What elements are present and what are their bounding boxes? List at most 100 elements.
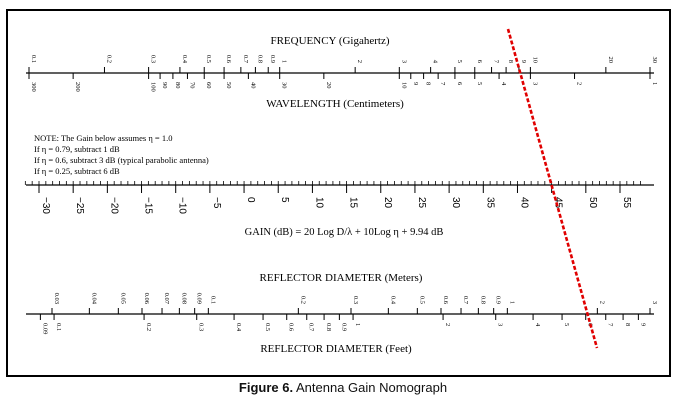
frequency-tick-label: 4 [432, 60, 439, 64]
diameter-meters-tick-label: 0.5 [418, 296, 425, 304]
wavelength-tick-label: 1 [651, 82, 658, 85]
gain-tick-label: 35 [484, 197, 495, 209]
note-line: If η = 0.25, subtract 6 dB [34, 166, 120, 176]
frequency-tick-label: 0.9 [269, 55, 276, 63]
example-line [506, 28, 599, 349]
frequency-tick-label: 0.6 [225, 55, 232, 64]
frequency-tick-label: 0.4 [181, 55, 188, 64]
diameter-meters-tick-label: 0.06 [143, 293, 150, 305]
frequency-tick-label: 0.8 [256, 55, 263, 63]
gain-tick-label: −15 [143, 197, 154, 214]
wavelength-tick-label: 6 [456, 82, 463, 86]
gain-tick-label: −25 [74, 197, 85, 214]
frequency-tick-label: 9 [520, 60, 527, 63]
wavelength-ticks: 300 200 100 90 80 70 60 50 40 30 20 10 9 8 7 6 5 4 3 2 1 [28, 73, 658, 92]
frequency-tick-label: 0.7 [242, 55, 249, 64]
diameter-meters-tick-label: 0.08 [180, 293, 187, 304]
diameter-feet-tick-label: 2 [444, 323, 451, 326]
diameter-meters-tick-label: 0.7 [462, 296, 469, 305]
diameter-meters-tick-label: 0.4 [389, 296, 396, 305]
diameter-feet-tick-label: 0.8 [325, 323, 332, 331]
antenna-gain-nomograph: FREQUENCY (Gigahertz) 0.1 0.2 0.3 0.4 0.5 0.6… [6, 9, 671, 377]
gain-tick-label: −10 [177, 197, 188, 214]
diameter-feet-title: REFLECTOR DIAMETER (Feet) [260, 343, 412, 355]
gain-note: NOTE: The Gain below assumes η = 1.0 If … [34, 133, 209, 176]
wavelength-scale-title: WAVELENGTH (Centimeters) [266, 98, 404, 110]
frequency-tick-label: 20 [607, 57, 614, 64]
wavelength-tick-label: 100 [150, 82, 157, 92]
diameter-meters-tick-label: 0.8 [479, 296, 486, 304]
gain-tick-label: 0 [245, 197, 256, 203]
gain-tick-label: 15 [348, 197, 359, 209]
frequency-tick-label: 30 [651, 57, 658, 64]
gain-tick-label: 45 [553, 197, 564, 209]
gain-tick-label: 40 [518, 197, 529, 209]
diameter-feet-tick-label: 4 [534, 323, 541, 327]
wavelength-tick-label: 7 [439, 82, 446, 86]
wavelength-tick-label: 4 [500, 82, 507, 86]
diameter-feet-tick-label: 0.4 [235, 323, 242, 332]
gain-tick-label: 20 [382, 197, 393, 209]
diameter-meters-tick-label: 0.09 [196, 293, 203, 304]
figure-caption-label: Figure 6. [238, 380, 294, 395]
diameter-feet-tick-label: 0.09 [41, 323, 48, 334]
diameter-meters-tick-label: 0.6 [442, 296, 449, 305]
diameter-meters-title: REFLECTOR DIAMETER (Meters) [260, 272, 423, 284]
diameter-meters-tick-label: 0.03 [53, 293, 60, 304]
frequency-tick-label: 0.5 [205, 55, 212, 63]
frequency-tick-label: 1 [281, 60, 288, 63]
wavelength-tick-label: 2 [576, 82, 583, 85]
note-line: NOTE: The Gain below assumes η = 1.0 [34, 133, 172, 143]
gain-formula: GAIN (dB) = 20 Log D/λ + 10Log η + 9.94 … [245, 227, 444, 238]
diameter-meters-tick-label: 0.04 [90, 293, 97, 305]
wavelength-tick-label: 8 [425, 82, 432, 85]
frequency-tick-label: 3 [400, 60, 407, 63]
wavelength-tick-label: 9 [412, 82, 419, 85]
diameter-feet-tick-label: 0.2 [145, 323, 152, 331]
frequency-tick-label: 5 [456, 60, 463, 63]
figure-caption-text: Antenna Gain Nomograph [296, 380, 448, 395]
wavelength-tick-label: 300 [30, 82, 37, 92]
gain-tick-label: 5 [279, 197, 290, 203]
diameter-meters-tick-label: 2 [598, 301, 605, 304]
note-line: If η = 0.6, subtract 3 dB (typical parab… [34, 155, 209, 165]
diameter-meters-ticks: 0.03 0.04 0.05 0.06 0.07 0.08 0.09 0.1 0.2 0.3 0.4… [51, 293, 658, 314]
diameter-meters-tick-label: 1 [508, 301, 515, 304]
frequency-tick-label: 0.3 [150, 55, 157, 63]
diameter-feet-tick-label: 0.1 [55, 323, 62, 331]
frequency-tick-label: 0.2 [105, 55, 112, 63]
gain-tick-label: 30 [450, 197, 461, 209]
frequency-tick-label: 6 [476, 60, 483, 64]
wavelength-tick-label: 10 [400, 82, 407, 89]
diameter-meters-tick-label: 0.9 [495, 296, 502, 304]
wavelength-tick-label: 60 [205, 82, 212, 89]
diameter-feet-tick-label: 0.5 [264, 323, 271, 331]
wavelength-tick-label: 70 [188, 82, 195, 89]
wavelength-tick-label: 90 [161, 82, 168, 89]
wavelength-tick-label: 20 [325, 82, 332, 89]
gain-minor-ticks [24, 181, 641, 185]
figure-caption: Figure 6. Antenna Gain Nomograph [0, 380, 686, 395]
frequency-tick-label: 0.1 [30, 55, 37, 63]
diameter-meters-tick-label: 0.1 [209, 296, 216, 304]
wavelength-tick-label: 200 [74, 82, 81, 92]
diameter-meters-tick-label: 3 [651, 301, 658, 304]
wavelength-tick-label: 80 [174, 82, 181, 89]
note-line: If η = 0.79, subtract 1 dB [34, 144, 120, 154]
frequency-scale-title: FREQUENCY (Gigahertz) [270, 35, 389, 47]
diameter-feet-tick-label: 0.3 [198, 323, 205, 331]
diameter-feet-tick-label: 9 [639, 323, 646, 326]
gain-tick-label: −5 [211, 197, 222, 209]
diameter-meters-tick-label: 0.3 [352, 296, 359, 304]
frequency-tick-label: 7 [493, 60, 500, 64]
gain-tick-label: 55 [621, 197, 632, 209]
diameter-feet-tick-label: 5 [563, 323, 570, 326]
gain-tick-label: 50 [587, 197, 598, 209]
wavelength-tick-label: 50 [225, 82, 232, 89]
diameter-meters-tick-label: 0.07 [163, 293, 170, 305]
wavelength-tick-label: 3 [531, 82, 538, 85]
diameter-feet-tick-label: 0.7 [308, 323, 315, 332]
gain-ticks: −30 −25 −20 −15 −10 −5 0 5 10 15 20 25 30 35 40 45 50 55 [38, 185, 632, 214]
diameter-feet-tick-label: 3 [497, 323, 504, 326]
